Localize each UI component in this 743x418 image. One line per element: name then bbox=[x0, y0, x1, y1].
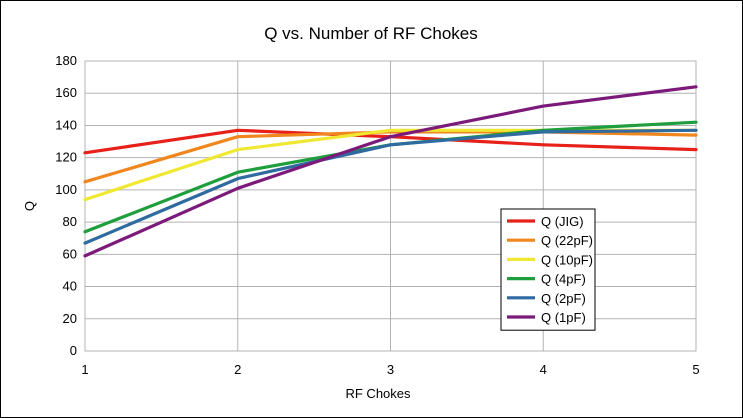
legend-label: Q (4pF) bbox=[541, 272, 586, 287]
y-tick-label: 120 bbox=[55, 150, 77, 165]
legend-label: Q (2pF) bbox=[541, 291, 586, 306]
y-tick-label: 0 bbox=[70, 343, 77, 358]
legend-box bbox=[500, 208, 596, 331]
y-tick-label: 100 bbox=[55, 182, 77, 197]
x-axis-label: RF Chokes bbox=[345, 386, 411, 401]
legend-label: Q (JIG) bbox=[541, 214, 584, 229]
x-tick-label: 4 bbox=[540, 362, 547, 377]
data-series bbox=[83, 85, 698, 258]
series-line bbox=[83, 85, 698, 258]
y-tick-label: 20 bbox=[63, 311, 77, 326]
x-tick-label: 1 bbox=[81, 362, 88, 377]
legend-label: Q (10pF) bbox=[541, 252, 593, 267]
y-tick-label: 80 bbox=[63, 214, 77, 229]
y-tick-label: 60 bbox=[63, 246, 77, 261]
x-tick-label: 3 bbox=[387, 362, 394, 377]
y-tick-label: 180 bbox=[55, 53, 77, 68]
x-tick-label: 2 bbox=[234, 362, 241, 377]
legend-label: Q (1pF) bbox=[541, 310, 586, 325]
axes bbox=[84, 60, 697, 352]
legend: Q (JIG) Q (22pF) Q (10pF) Q (4pF) Q (2pF) Q (… bbox=[500, 208, 596, 331]
chart-title: Q vs. Number of RF Chokes bbox=[264, 24, 478, 43]
tick-labels: 0 20 40 60 80 100 120 140 160 180 1 2 3 4 5 bbox=[55, 53, 699, 377]
y-axis-label: Q bbox=[22, 201, 37, 211]
x-tick-label: 5 bbox=[692, 362, 699, 377]
y-tick-label: 140 bbox=[55, 117, 77, 132]
y-tick-label: 160 bbox=[55, 85, 77, 100]
series-line bbox=[83, 128, 698, 245]
legend-label: Q (22pF) bbox=[541, 233, 593, 248]
plot-area-border bbox=[84, 60, 697, 352]
y-tick-label: 40 bbox=[63, 279, 77, 294]
